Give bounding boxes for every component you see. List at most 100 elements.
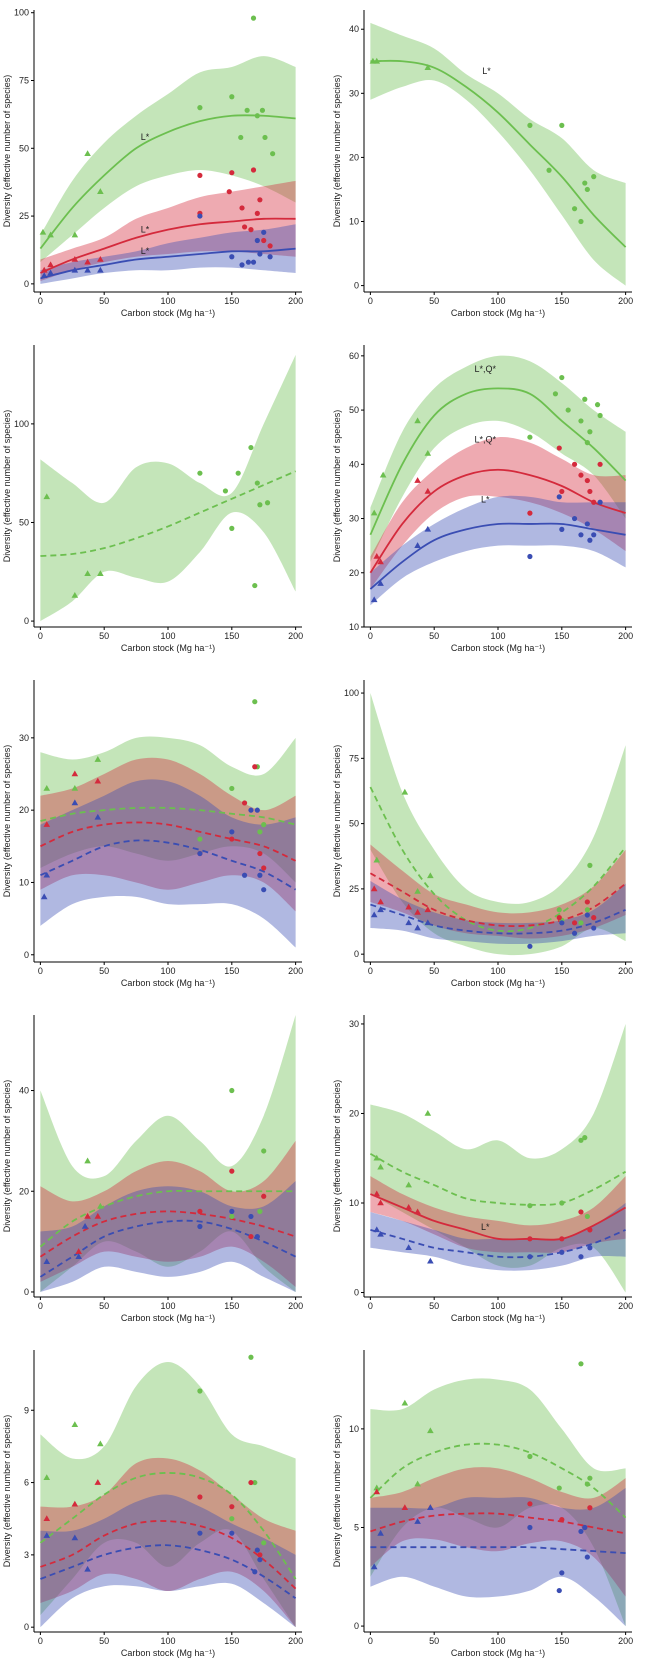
point [405,903,412,910]
point [94,1212,102,1219]
x-tick-label: 100 [490,631,505,641]
point [250,167,257,173]
point [71,255,79,262]
x-tick-label: 100 [160,296,175,306]
point [257,1557,263,1563]
point [197,1388,203,1394]
panel: L* 0 10 20 30 40 0 50 100 150 200 Carbon stock (Mg … [332,10,633,318]
point [248,1233,254,1240]
point [587,862,593,868]
point [97,1440,104,1447]
fit-line [40,1520,297,1590]
point [261,865,267,871]
x-tick-label: 0 [38,966,43,976]
fit-line [370,1228,626,1259]
confidence-band [370,355,626,562]
y-tick-label: 100 [344,688,359,698]
y-tick-label: 30 [349,1019,359,1029]
point [584,1213,590,1220]
point [197,1494,203,1500]
point [556,445,562,451]
point [229,254,235,260]
point [582,1524,588,1531]
point [71,231,79,238]
y-tick-label: 5 [354,1522,359,1532]
x-tick-label: 50 [429,1636,439,1646]
point [377,558,384,565]
x-tick-label: 50 [429,966,439,976]
confidence-band [370,1176,626,1253]
point [424,906,432,913]
point [578,1528,584,1535]
point [591,915,597,921]
x-tick-label: 50 [99,1636,109,1646]
point [252,1479,258,1486]
point [405,1203,412,1210]
x-tick-label: 200 [288,966,303,976]
point [559,1200,565,1206]
point [427,1257,434,1264]
point [527,122,533,128]
fit-line [39,114,296,250]
point [257,197,263,203]
point [527,553,533,560]
point [257,251,263,257]
point [424,1109,432,1116]
point [597,461,603,467]
x-tick-label: 50 [99,296,109,306]
point [373,1484,381,1491]
x-tick-label: 200 [288,1636,303,1646]
point [559,1236,565,1242]
y-axis-title: Diversity (effective number of species) [2,75,12,227]
x-tick-label: 0 [368,631,373,641]
point [47,261,54,268]
confidence-band [370,22,626,286]
confidence-band [40,1362,296,1628]
y-tick-label: 75 [19,76,29,86]
point [71,1421,79,1428]
fit-line [370,1546,626,1555]
point [379,471,387,478]
x-tick-label: 100 [160,1636,175,1646]
point [424,64,432,70]
point [527,1501,533,1507]
point [571,920,578,926]
x-axis-title: Carbon stock (Mg ha⁻¹) [451,978,545,988]
fit-line [40,470,296,557]
y-axis-title: Diversity (effective number of species) [332,745,342,897]
point [248,1213,254,1220]
y-tick-label: 10 [349,1424,359,1434]
fit-line [40,217,296,274]
point [559,526,565,532]
x-tick-label: 150 [224,296,239,306]
point [527,1524,533,1531]
point [254,113,260,119]
point [527,1254,533,1260]
point [241,872,248,878]
point [587,1475,593,1481]
y-tick-label: 0 [24,1287,29,1297]
point [587,1227,593,1233]
x-tick-label: 150 [554,1636,569,1646]
y-tick-label: 20 [349,1108,359,1118]
point [578,1361,584,1367]
annotation: L* [141,132,150,142]
point [75,1253,82,1260]
point [565,407,571,413]
fit-line [40,839,297,891]
fit-line [370,1512,626,1535]
point [556,1485,562,1491]
x-tick-label: 150 [224,1301,239,1311]
confidence-band [40,1015,296,1292]
point [414,924,421,931]
point [97,188,104,194]
y-tick-label: 30 [349,514,359,524]
y-tick-label: 0 [24,950,29,960]
point [97,266,104,273]
fit-line [369,786,627,933]
x-tick-label: 200 [618,631,633,641]
fit-line [369,468,626,574]
x-axis-title: Carbon stock (Mg ha⁻¹) [121,1648,215,1658]
point [262,134,268,141]
x-tick-label: 200 [288,1301,303,1311]
